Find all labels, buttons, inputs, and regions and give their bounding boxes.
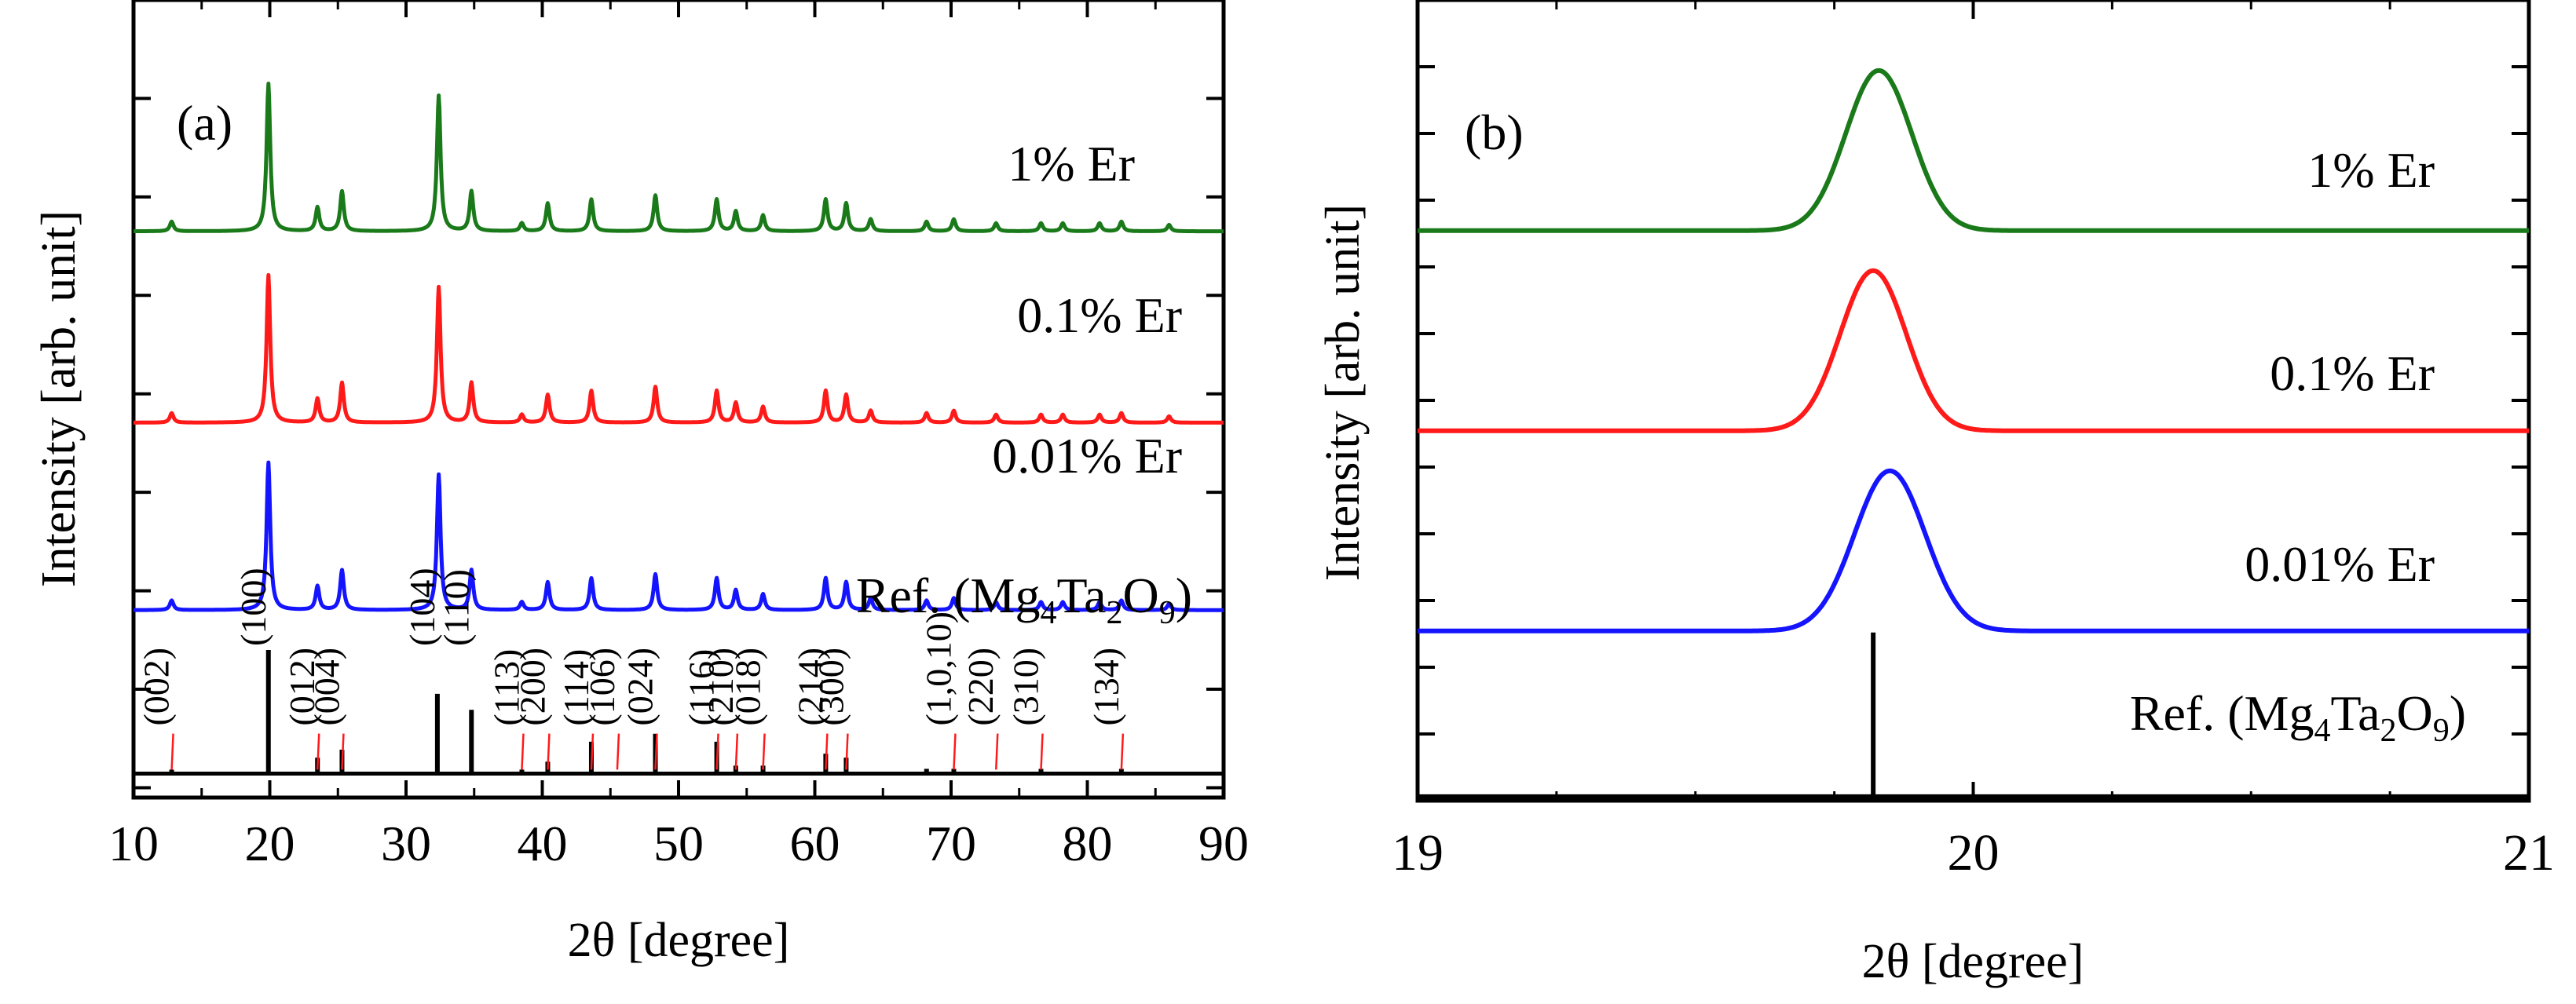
panel-a-x-axis-label: 2θ [degree] [568, 914, 790, 967]
panel-a-series-trace [132, 82, 1225, 234]
panel-a-hkl-label: (1,0,10) [918, 612, 958, 726]
panel-a-series [132, 82, 1225, 612]
panel-b-y-axis-label: Intensity [arb. unit] [1316, 204, 1370, 581]
panel-a-hkl-labels: (002) (100)(012)(004) (104)(110)(113)(200)… [137, 568, 1126, 770]
panel-a-hkl-label: (113) [486, 649, 526, 726]
panel-a-hkl-label: (134) [1086, 648, 1126, 726]
panel-b-legend-0p1pct: 0.1% Er [2270, 345, 2435, 401]
panel-a-x-tick-label: 50 [653, 816, 704, 871]
panel-a-legend-1pct: 1% Er [1008, 136, 1135, 192]
panel-b-series [1417, 68, 2530, 633]
panel-a-hkl-label: (024) [620, 648, 660, 726]
panel-a-hkl-leader-line [845, 733, 849, 770]
panel-b-x-tick-label: 19 [1392, 824, 1444, 882]
panel-a-hkl-leader-line [995, 733, 999, 770]
panel-a-series-trace [132, 272, 1225, 425]
panel-a-hkl-leader-line [590, 733, 595, 770]
panel-a-hkl-label: (004) [306, 648, 346, 726]
panel-a-hkl-leader-line [521, 733, 525, 770]
panel-a-x-tick-label: 60 [790, 816, 840, 871]
panel-a-hkl-leader-line [1040, 733, 1044, 770]
panel-b-reference-label: Ref. (Mg4Ta2O9) [2130, 685, 2466, 749]
panel-a-x-tick-label: 40 [518, 816, 568, 871]
panel-a-hkl-leader-line [170, 733, 174, 770]
panel-a-hkl-label: (100) [233, 568, 273, 646]
panel-b-reference-pattern [1418, 632, 2529, 799]
panel-b-legend-0p01pct: 0.01% Er [2245, 536, 2435, 592]
panel-a-hkl-label: (114) [556, 649, 596, 726]
panel-a-legend-0p01pct: 0.01% Er [992, 428, 1182, 484]
panel-a-hkl-label: (220) [961, 648, 1001, 726]
panel-a-hkl-leader-line [616, 733, 620, 770]
panel-b: 19 20 21 (b) 1% Er 0.1% Er 0.01% Er Ref. (… [1316, 0, 2555, 988]
panel-b-series-trace [1417, 268, 2530, 433]
panel-a-hkl-label: (214) [790, 648, 830, 726]
panel-a-hkl-leader-line [762, 733, 766, 770]
panel-b-x-tick-label: 21 [2503, 824, 2555, 882]
panel-a-y-axis-label: Intensity [arb. unit] [32, 210, 86, 587]
panel-a-x-tick-label: 10 [108, 816, 159, 871]
panel-b-legend-1pct: 1% Er [2307, 142, 2435, 198]
panel-a-x-tick-label: 80 [1063, 816, 1113, 871]
panel-a-hkl-leader-line [547, 733, 551, 770]
panel-a-hkl-leader-line [825, 733, 829, 770]
panel-a-hkl-leader-line [734, 733, 739, 770]
panel-a-hkl-label: (106) [582, 648, 622, 726]
panel-a-hkl-leader-line [654, 733, 658, 770]
panel-a-hkl-label: (002) [137, 648, 177, 726]
panel-b-x-axis-label: 2θ [degree] [1862, 935, 2084, 988]
panel-a-hkl-label: (310) [1006, 648, 1046, 726]
panel-a-x-tick-label: 90 [1198, 816, 1249, 871]
panel-a-reference-label: Ref. (Mg4Ta2O9) [856, 568, 1192, 631]
panel-a-hkl-label: (110) [436, 569, 476, 646]
panel-a-legend-0p1pct: 0.1% Er [1017, 287, 1182, 343]
panel-a-hkl-leader-line [1120, 733, 1125, 770]
panel-a-hkl-label: (210) [701, 648, 741, 726]
panel-a-hkl-label: (200) [512, 648, 552, 726]
panel-a-hkl-leader-line [953, 733, 957, 770]
panel-a-hkl-label: (018) [728, 648, 768, 726]
panel-a-x-tick-label: 30 [381, 816, 431, 871]
panel-a-x-tick-label: 20 [245, 816, 295, 871]
panel-a-hkl-leader-line [341, 733, 345, 770]
panel-a-hkl-label: (012) [282, 648, 322, 726]
panel-a-hkl-label: (104) [402, 568, 442, 646]
panel-b-x-tick-label: 20 [1948, 824, 2000, 882]
panel-a-axis-ticks: 10 20 30 40 50 60 70 80 90 [108, 0, 1249, 871]
panel-a-label: (a) [177, 95, 232, 151]
panel-b-series-trace [1417, 68, 2530, 233]
panel-b-series-trace [1417, 468, 2530, 633]
panel-a: 10 20 30 40 50 60 70 80 90 (002)(100)(012)(004)(… [32, 0, 1249, 967]
panel-a-hkl-label: (116) [682, 649, 722, 726]
panel-a-series-trace [132, 460, 1225, 612]
panel-b-axis-ticks: 19 20 21 [1392, 0, 2555, 882]
panel-a-x-tick-label: 70 [926, 816, 976, 871]
panel-b-label: (b) [1465, 104, 1524, 160]
panel-a-hkl-label: (300) [810, 648, 851, 726]
panel-a-hkl-leader-line [316, 733, 320, 770]
panel-a-hkl-leader-line [715, 733, 719, 770]
